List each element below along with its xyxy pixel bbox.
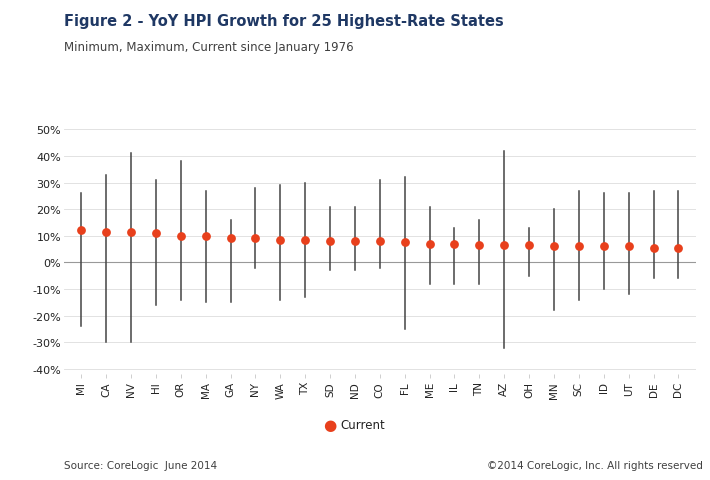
Text: ©2014 CoreLogic, Inc. All rights reserved: ©2014 CoreLogic, Inc. All rights reserve…: [487, 460, 703, 470]
Text: Current: Current: [341, 418, 386, 432]
Point: [324, 238, 336, 245]
Point: [399, 239, 410, 247]
Point: [623, 243, 634, 251]
Text: Source: CoreLogic  June 2014: Source: CoreLogic June 2014: [64, 460, 217, 470]
Point: [374, 238, 386, 245]
Point: [126, 228, 137, 236]
Point: [449, 240, 460, 248]
Point: [225, 235, 236, 243]
Point: [151, 230, 162, 238]
Point: [424, 240, 435, 248]
Point: [598, 243, 609, 251]
Point: [672, 244, 684, 252]
Point: [523, 242, 535, 250]
Point: [349, 238, 361, 245]
Point: [175, 232, 187, 240]
Point: [498, 242, 510, 250]
Point: [300, 237, 311, 244]
Point: [275, 237, 286, 244]
Point: [200, 232, 212, 240]
Point: [648, 244, 659, 252]
Point: [250, 235, 261, 243]
Point: [474, 242, 485, 250]
Point: [548, 243, 559, 251]
Text: Figure 2 - YoY HPI Growth for 25 Highest-Rate States: Figure 2 - YoY HPI Growth for 25 Highest…: [64, 14, 503, 29]
Point: [76, 227, 87, 235]
Point: [573, 243, 584, 251]
Point: [101, 228, 112, 236]
Text: ●: ●: [323, 417, 337, 432]
Text: Minimum, Maximum, Current since January 1976: Minimum, Maximum, Current since January …: [64, 41, 354, 54]
